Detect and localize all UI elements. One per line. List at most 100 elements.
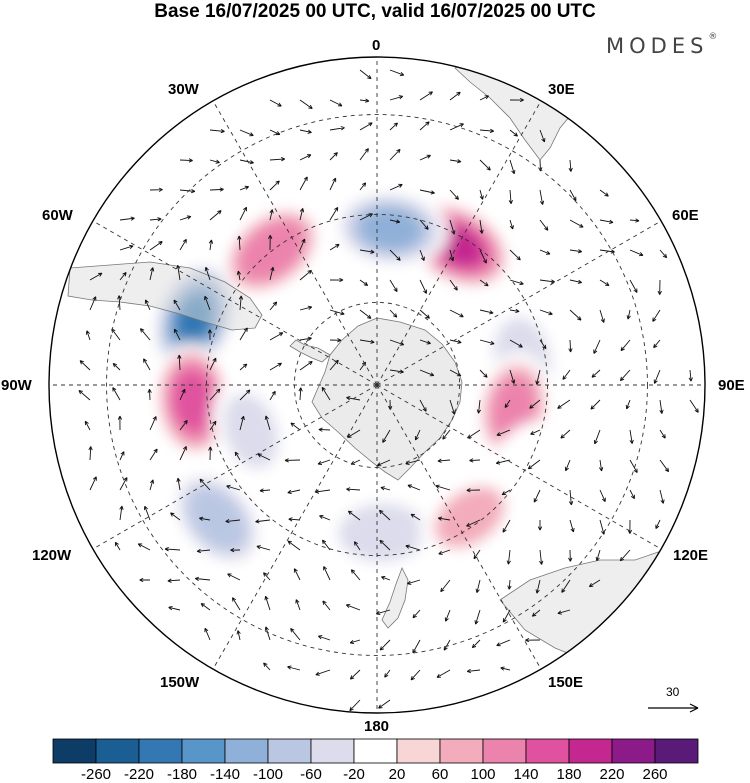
wind-arrow xyxy=(384,669,391,678)
wind-arrow xyxy=(502,609,511,623)
wind-arrow xyxy=(509,159,516,175)
wind-arrow xyxy=(509,279,524,286)
wind-arrow xyxy=(438,549,451,555)
wind-arrow xyxy=(590,399,601,410)
wind-arrow xyxy=(199,516,211,521)
wind-arrow xyxy=(506,549,511,565)
wind-arrow xyxy=(269,390,276,401)
wind-arrow xyxy=(599,219,614,224)
wind-arrow xyxy=(204,266,211,281)
wind-arrow xyxy=(539,309,553,316)
colorbar-swatch xyxy=(52,738,97,764)
wind-arrow xyxy=(598,459,604,472)
wind-arrow xyxy=(209,210,222,221)
latitude-circle xyxy=(106,114,648,656)
wind-arrow xyxy=(179,446,187,461)
wind-arrow xyxy=(349,639,361,645)
wind-arrow xyxy=(231,597,241,611)
wind-arrow xyxy=(119,477,128,491)
wind-arrow xyxy=(389,148,401,161)
wind-arrow xyxy=(269,180,280,191)
wind-arrow xyxy=(208,239,214,251)
wind-arrow xyxy=(466,488,481,493)
wind-arrow xyxy=(89,296,97,311)
wind-arrow xyxy=(329,277,344,283)
wind-arrow xyxy=(479,309,494,315)
lon-label-90w: 90W xyxy=(1,377,32,394)
anomaly-contour xyxy=(434,486,505,549)
wind-arrow xyxy=(79,360,91,371)
wind-arrow xyxy=(349,699,361,712)
wind-arrow xyxy=(119,244,134,251)
meridian-line xyxy=(92,220,378,386)
wind-arrow xyxy=(269,362,282,371)
wind-arrow xyxy=(405,544,421,551)
wind-arrow xyxy=(444,609,451,622)
wind-arrow xyxy=(479,339,495,345)
colorbar-tick: 20 xyxy=(388,766,406,783)
wind-arrow xyxy=(419,249,425,261)
wind-arrow xyxy=(315,669,331,676)
wind-arrow xyxy=(329,309,345,316)
colorbar-swatch xyxy=(353,738,398,764)
wind-arrow xyxy=(659,249,668,259)
wind-arrow xyxy=(440,579,451,593)
antarctica xyxy=(311,317,463,481)
wind-arrow xyxy=(268,234,273,251)
colorbar-tick: 140 xyxy=(513,766,539,783)
wind-arrow xyxy=(293,568,301,581)
wind-arrow xyxy=(269,301,278,311)
wind-arrow xyxy=(449,249,455,262)
wind-arrow xyxy=(299,99,313,110)
wind-arrow xyxy=(173,299,181,311)
wind-arrow xyxy=(269,209,274,221)
wind-arrow xyxy=(437,458,451,463)
wind-arrow xyxy=(473,549,481,560)
wind-arrow xyxy=(329,126,345,131)
wind-arrow xyxy=(419,219,429,230)
wind-arrow xyxy=(174,328,181,341)
wind-arrow xyxy=(85,330,91,341)
wind-arrow xyxy=(149,217,162,222)
wind-arrow xyxy=(535,369,541,385)
wind-arrow xyxy=(236,630,241,641)
wind-arrow xyxy=(329,152,338,161)
colorbar-swatch xyxy=(310,738,355,764)
wind-arrow xyxy=(389,309,398,318)
wind-arrow xyxy=(234,451,241,461)
wind-arrow xyxy=(389,122,398,131)
wind-arrow xyxy=(449,159,462,164)
wind-arrow xyxy=(264,595,271,611)
wind-arrow xyxy=(410,669,421,681)
wind-arrow xyxy=(299,360,313,371)
wind-arrow xyxy=(239,206,247,221)
wind-arrow xyxy=(323,566,331,581)
wind-arrow xyxy=(419,309,430,319)
colorbar-tick: -20 xyxy=(343,766,365,783)
wind-arrow xyxy=(379,539,391,551)
lon-label-180: 180 xyxy=(364,718,390,735)
wind-arrow xyxy=(349,669,361,680)
colorbar-swatch xyxy=(525,738,570,764)
wind-arrow xyxy=(529,399,541,409)
wind-arrow xyxy=(259,488,271,493)
wind-arrow xyxy=(525,637,541,643)
wind-arrow xyxy=(389,219,401,224)
wind-arrow xyxy=(504,399,511,409)
wind-arrow xyxy=(509,129,518,137)
colorbar-tick: -60 xyxy=(300,766,322,783)
wind-arrow xyxy=(629,249,644,257)
wind-arrow xyxy=(509,219,514,230)
wind-arrow xyxy=(495,459,511,465)
wind-arrow xyxy=(569,519,575,533)
map-title: Base 16/07/2025 00 UTC, valid 16/07/2025… xyxy=(154,1,596,22)
wind-arrow xyxy=(466,668,481,674)
wind-arrow xyxy=(539,129,546,143)
wind-arrow xyxy=(476,399,482,414)
wind-arrow xyxy=(299,238,306,251)
graticule xyxy=(49,57,705,713)
wind-arrow xyxy=(119,505,124,521)
wind-arrow xyxy=(381,575,391,581)
wind-arrow xyxy=(287,489,301,495)
